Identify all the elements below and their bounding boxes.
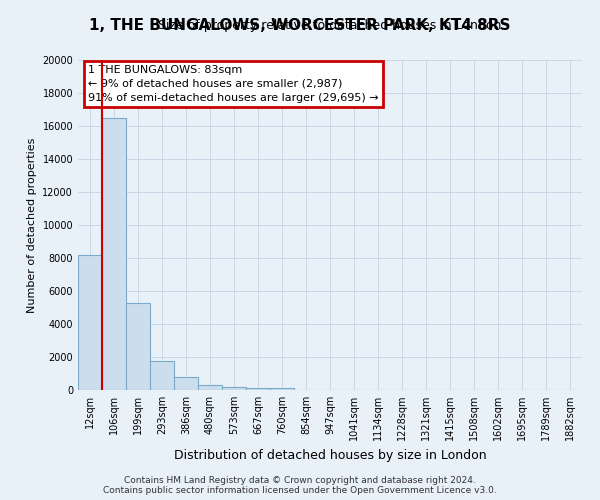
Bar bbox=[222, 386, 246, 390]
Bar bbox=[174, 377, 198, 390]
Text: 1 THE BUNGALOWS: 83sqm
← 9% of detached houses are smaller (2,987)
91% of semi-d: 1 THE BUNGALOWS: 83sqm ← 9% of detached … bbox=[88, 65, 379, 103]
Title: Size of property relative to detached houses in London: Size of property relative to detached ho… bbox=[158, 20, 502, 32]
Y-axis label: Number of detached properties: Number of detached properties bbox=[27, 138, 37, 312]
Bar bbox=[126, 302, 150, 390]
X-axis label: Distribution of detached houses by size in London: Distribution of detached houses by size … bbox=[173, 448, 487, 462]
Bar bbox=[270, 388, 294, 390]
Bar bbox=[150, 361, 174, 390]
Bar bbox=[102, 118, 126, 390]
Bar bbox=[198, 385, 222, 390]
Text: 1, THE BUNGALOWS, WORCESTER PARK, KT4 8RS: 1, THE BUNGALOWS, WORCESTER PARK, KT4 8R… bbox=[89, 18, 511, 32]
Text: Contains HM Land Registry data © Crown copyright and database right 2024.
Contai: Contains HM Land Registry data © Crown c… bbox=[103, 476, 497, 495]
Bar bbox=[78, 254, 102, 390]
Bar bbox=[246, 388, 270, 390]
